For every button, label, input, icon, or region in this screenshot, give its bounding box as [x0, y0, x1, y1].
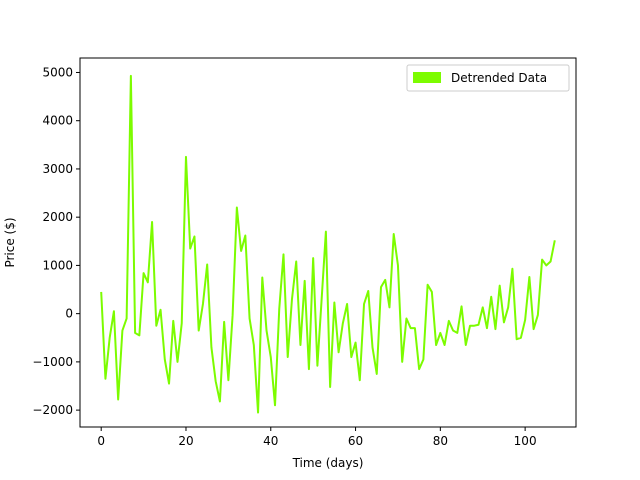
y-tick-label: 4000 — [42, 114, 73, 128]
y-tick-label: 3000 — [42, 162, 73, 176]
x-tick-label: 0 — [97, 434, 105, 448]
legend-entry-label: Detrended Data — [451, 71, 547, 85]
legend-swatch — [413, 72, 441, 83]
axes-frame — [79, 57, 577, 428]
data-points — [100, 75, 556, 414]
x-tick-label: 20 — [178, 434, 193, 448]
x-tick-label: 100 — [514, 434, 537, 448]
y-tick-label: 5000 — [42, 65, 73, 79]
legend-box — [406, 64, 570, 92]
x-axis-ticks: 0 20 40 60 80 100 — [97, 427, 537, 448]
x-tick-label: 60 — [348, 434, 363, 448]
series-line-detrended-data — [100, 74, 556, 414]
y-tick-label: 2000 — [42, 210, 73, 224]
plot-area — [100, 74, 556, 414]
y-axis-ticks: −2000 −1000 0 1000 2000 3000 4000 5000 — [32, 65, 80, 417]
y-tick-label: 1000 — [42, 258, 73, 272]
x-tick-label: 80 — [433, 434, 448, 448]
x-tick-label: 40 — [263, 434, 278, 448]
y-tick-label: −2000 — [32, 403, 73, 417]
y-axis-label: Price ($) — [3, 217, 17, 267]
x-axis-label: Time (days) — [292, 456, 364, 470]
legend: Detrended Data — [406, 64, 570, 92]
y-tick-label: 0 — [65, 307, 73, 321]
y-tick-label: −1000 — [32, 355, 73, 369]
